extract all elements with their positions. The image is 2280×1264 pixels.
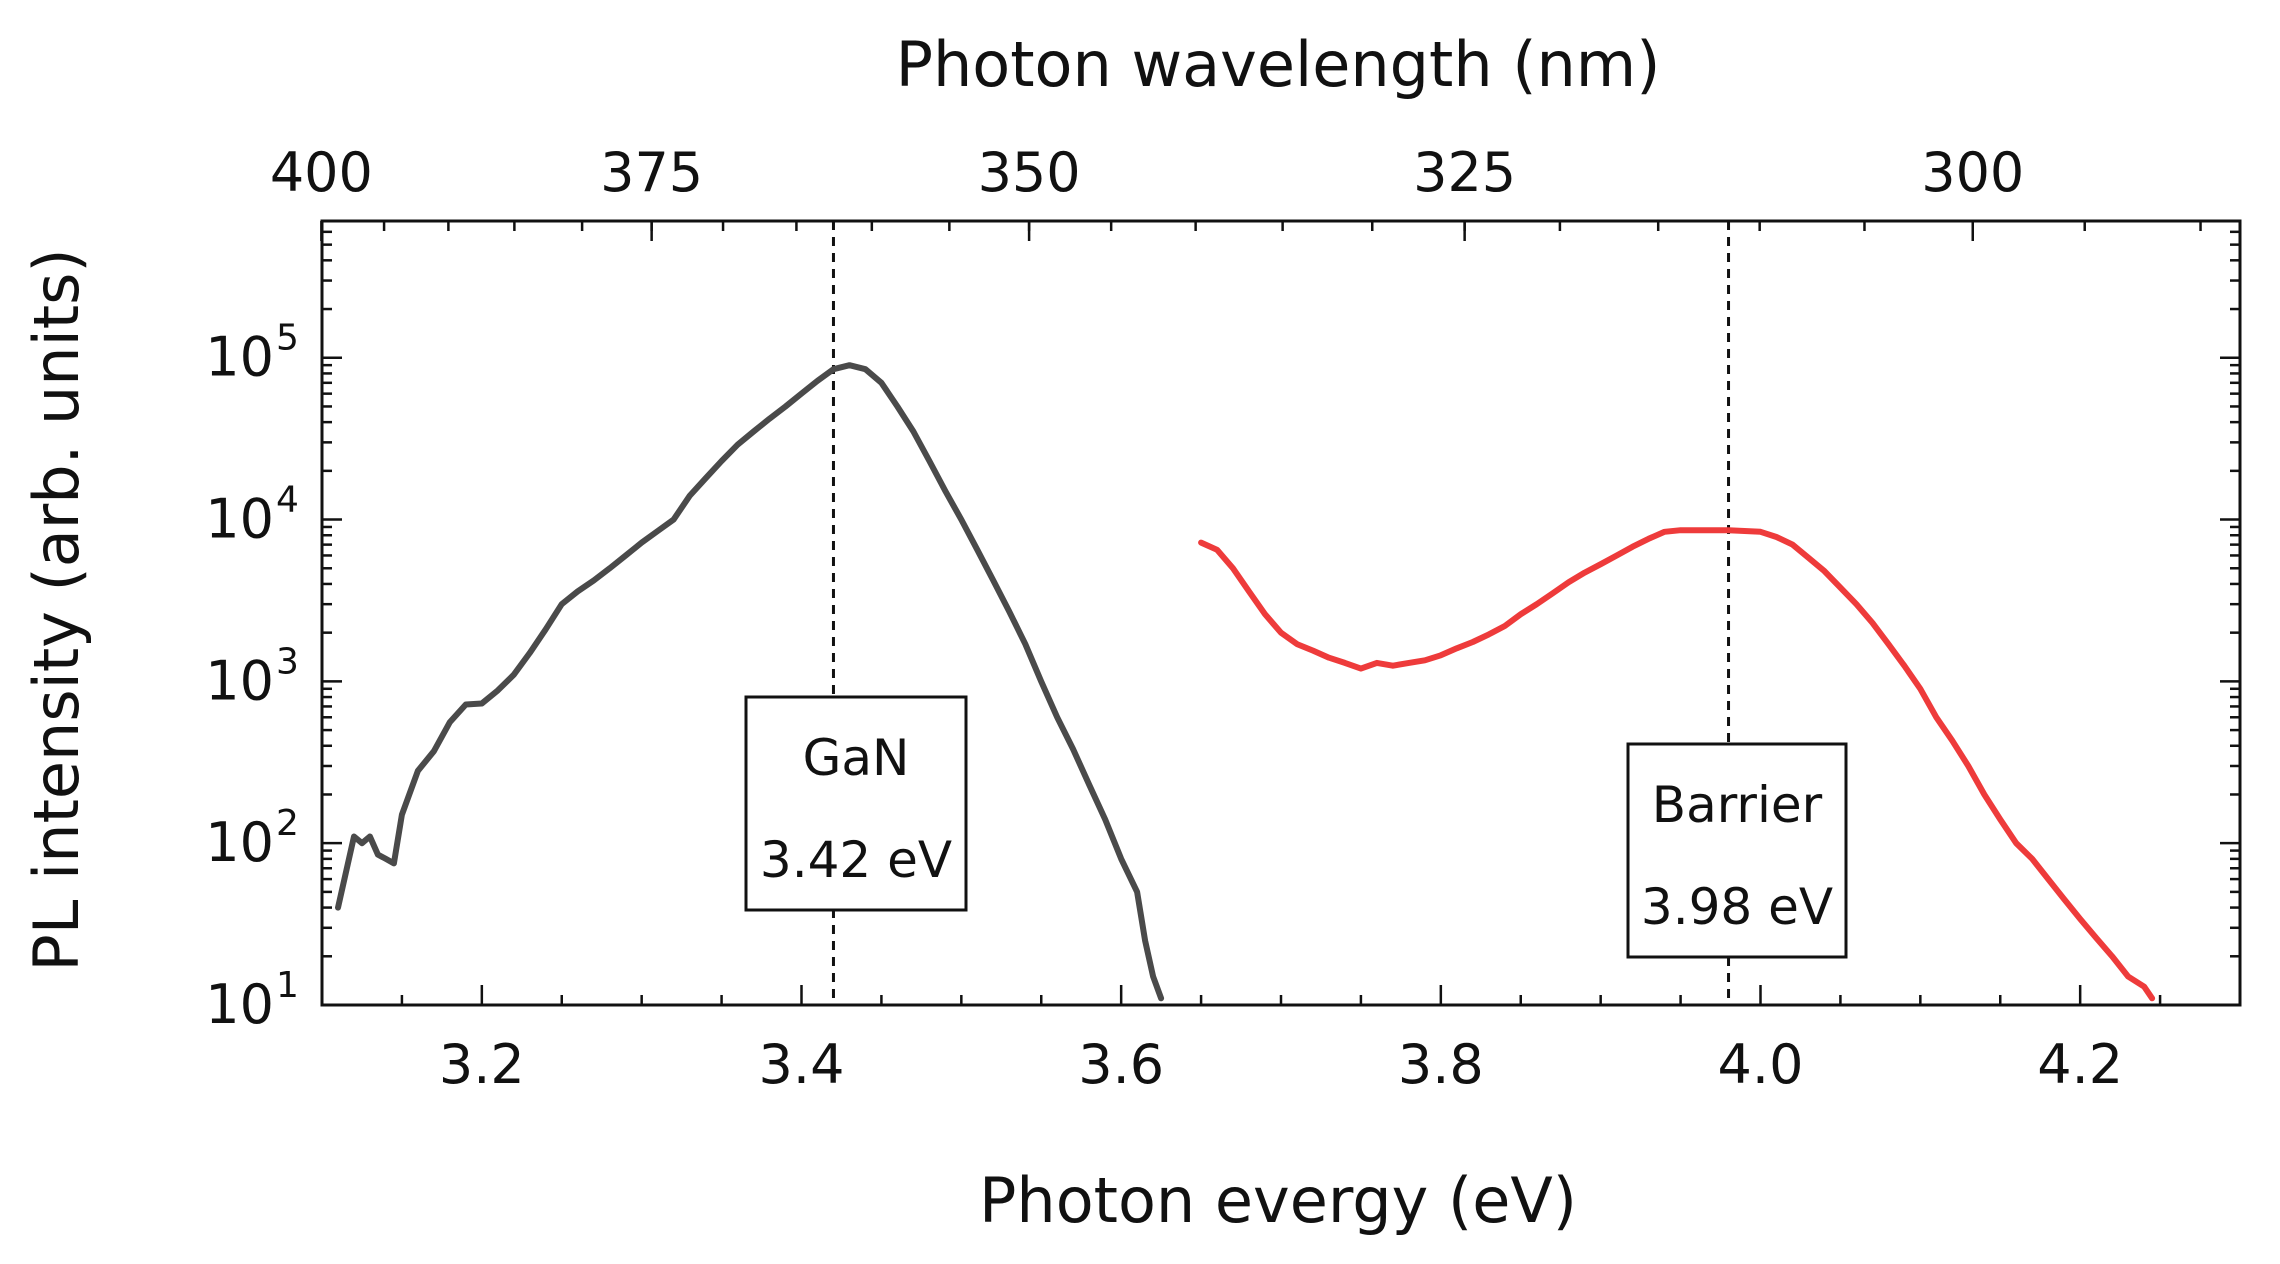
y-tick-label: 10 — [205, 326, 274, 389]
top-tick-label: 300 — [1921, 141, 2024, 204]
x-tick-label: 3.8 — [1398, 1033, 1484, 1096]
top-tick-label: 350 — [978, 141, 1081, 204]
y-tick-exponent: 3 — [276, 641, 299, 682]
top-tick-label: 325 — [1413, 141, 1516, 204]
y-tick-label: 10 — [205, 811, 274, 874]
top-tick-label: 375 — [600, 141, 703, 204]
series-line-1 — [335, 362, 1165, 1002]
annotation-value: 3.98 eV — [1641, 878, 1833, 936]
x-tick-label: 4.0 — [1718, 1033, 1804, 1096]
series-layer — [335, 362, 2156, 1002]
y-tick-label: 10 — [205, 973, 274, 1036]
y-tick-exponent: 2 — [276, 803, 299, 844]
minor-ticks — [320, 219, 2242, 1005]
annotation-value: 3.42 eV — [760, 831, 952, 889]
x-tick-label: 4.2 — [2037, 1033, 2123, 1096]
plot-frame — [320, 219, 2242, 1007]
annotation-box — [1626, 742, 1848, 959]
annotation-layer: GaN 3.42 eV Barrier 3.98 eV — [744, 695, 1848, 959]
y-axis-title: PL intensity (arb. units) — [20, 248, 93, 971]
x-axis-title: Photon evergy (eV) — [979, 1164, 1577, 1237]
annotation-box — [744, 695, 968, 912]
major-ticks — [320, 221, 2240, 1007]
y-tick-exponent: 4 — [276, 480, 299, 521]
y-tick-label: 10 — [205, 488, 274, 551]
series-line-2 — [1198, 527, 2156, 1002]
reference-lines — [831, 221, 1731, 1005]
top-axis-title: Photon wavelength (nm) — [896, 28, 1661, 101]
x-tick-label: 3.2 — [439, 1033, 525, 1096]
top-tick-label: 400 — [270, 141, 373, 204]
y-tick-exponent: 5 — [276, 318, 299, 359]
y-tick-label: 10 — [205, 649, 274, 712]
annotation-name: GaN — [803, 729, 910, 787]
x-tick-label: 3.4 — [759, 1033, 845, 1096]
y-tick-exponent: 1 — [276, 965, 299, 1006]
x-tick-label: 3.6 — [1078, 1033, 1164, 1096]
annotation-name: Barrier — [1652, 776, 1823, 834]
